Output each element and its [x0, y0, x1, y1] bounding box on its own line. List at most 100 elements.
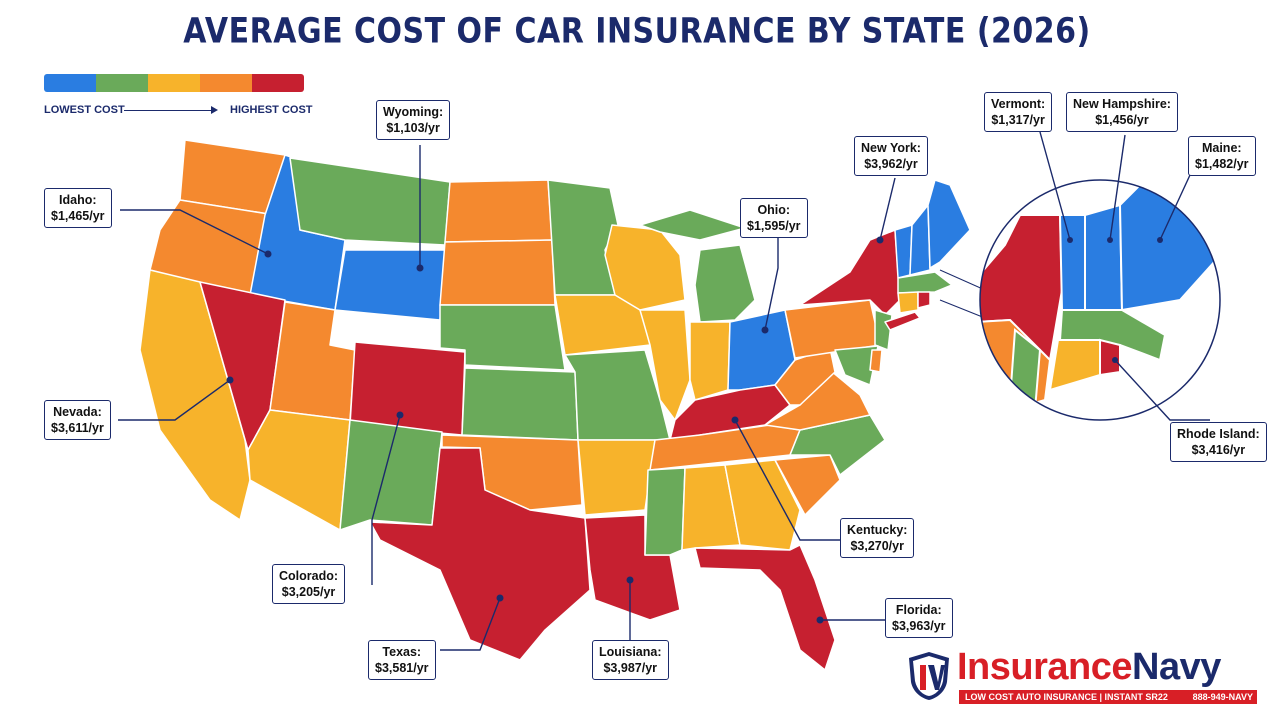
- inset-circle-outline: [979, 179, 1221, 421]
- state-south-dakota[interactable]: [439, 239, 556, 306]
- state-nebraska[interactable]: [439, 304, 566, 371]
- callout-florida: Florida: $3,963/yr: [885, 598, 953, 638]
- callout-vermont: Vermont: $1,317/yr: [984, 92, 1053, 132]
- state-rhode-island[interactable]: [917, 291, 931, 309]
- leader-rhode-island: [1114, 359, 1210, 421]
- leader-maine: [1159, 174, 1191, 241]
- logo-brand-part2: Navy: [1132, 646, 1221, 688]
- state-florida[interactable]: [694, 544, 836, 671]
- callout-colorado-state: Colorado:: [279, 569, 339, 583]
- state-delaware[interactable]: [869, 349, 883, 373]
- state-arkansas[interactable]: [577, 439, 656, 516]
- callout-louisiana-state: Louisiana:: [599, 645, 662, 659]
- legend-low-label: LOWEST COST: [44, 104, 125, 116]
- callout-maine-cost: $1,482/yr: [1195, 157, 1249, 171]
- legend-arrow-icon: [124, 106, 218, 114]
- leader-colorado: [371, 414, 401, 585]
- state-arizona[interactable]: [247, 409, 351, 531]
- state-new-hampshire[interactable]: [909, 204, 931, 276]
- state-colorado[interactable]: [349, 341, 466, 436]
- state-montana[interactable]: [289, 157, 451, 246]
- callout-texas-cost: $3,581/yr: [375, 661, 429, 675]
- callout-ohio: Ohio: $1,595/yr: [740, 198, 808, 238]
- legend-swatch-3: [148, 74, 200, 92]
- callout-new-york: New York: $3,962/yr: [854, 136, 928, 176]
- callout-leaders: [118, 131, 1210, 651]
- page-title: AVERAGE COST OF CAR INSURANCE BY STATE (…: [183, 11, 1091, 52]
- logo-phone: 888-949-NAVY: [1192, 692, 1253, 702]
- logo-brand-part1: Insurance: [957, 646, 1133, 688]
- logo-tagline: LOW COST AUTO INSURANCE | INSTANT SR22: [965, 692, 1168, 702]
- state-alabama[interactable]: [681, 464, 741, 551]
- callout-nevada-state: Nevada:: [53, 405, 102, 419]
- callout-rhode-island-state: Rhode Island:: [1177, 427, 1260, 441]
- state-wyoming[interactable]: [334, 249, 446, 321]
- state-new-mexico[interactable]: [339, 419, 443, 531]
- callout-ohio-cost: $1,595/yr: [747, 219, 801, 233]
- callout-nevada-cost: $3,611/yr: [51, 421, 104, 435]
- legend-high-label: HIGHEST COST: [230, 104, 313, 116]
- shield-icon: [909, 652, 949, 700]
- leader-new-hampshire: [1109, 134, 1126, 241]
- callout-kentucky-state: Kentucky:: [847, 523, 908, 537]
- callout-nevada: Nevada: $3,611/yr: [44, 400, 111, 440]
- state-louisiana[interactable]: [584, 514, 681, 621]
- state-north-dakota[interactable]: [444, 179, 553, 243]
- state-indiana[interactable]: [689, 321, 731, 401]
- callout-colorado: Colorado: $3,205/yr: [272, 564, 346, 604]
- callout-vermont-state: Vermont:: [991, 97, 1046, 111]
- callout-vermont-cost: $1,317/yr: [991, 113, 1045, 127]
- callout-kentucky-cost: $3,270/yr: [850, 539, 904, 553]
- callout-ohio-state: Ohio:: [757, 203, 791, 217]
- callout-maine: Maine: $1,482/yr: [1188, 136, 1256, 176]
- inset-state-new-hampshire: [1084, 203, 1124, 311]
- state-mississippi[interactable]: [644, 467, 686, 556]
- callout-maine-state: Maine:: [1201, 141, 1242, 155]
- callout-louisiana-cost: $3,987/yr: [603, 661, 658, 675]
- leader-ohio: [764, 238, 779, 331]
- callout-florida-cost: $3,963/yr: [892, 619, 946, 633]
- state-maryland[interactable]: [834, 345, 879, 386]
- state-west-virginia[interactable]: [774, 347, 836, 406]
- callout-colorado-cost: $3,205/yr: [281, 585, 336, 599]
- northeast-inset-map: [980, 180, 1220, 420]
- logo-wordmark: InsuranceNavy: [957, 646, 1221, 689]
- leader-vermont: [1039, 131, 1071, 241]
- cost-legend-bar: [44, 74, 304, 92]
- leader-kentucky: [734, 419, 840, 541]
- state-kansas[interactable]: [461, 367, 579, 441]
- callout-louisiana: Louisiana: $3,987/yr: [592, 640, 669, 680]
- state-michigan[interactable]: [694, 244, 756, 323]
- callout-wyoming-cost: $1,103/yr: [386, 121, 440, 135]
- leader-nevada: [118, 379, 231, 421]
- state-michigan-up[interactable]: [639, 209, 746, 241]
- callout-idaho: Idaho: $1,465/yr: [44, 188, 112, 228]
- callout-new-york-state: New York:: [861, 141, 921, 155]
- callout-florida-state: Florida:: [895, 603, 942, 617]
- leader-texas: [440, 597, 501, 651]
- callout-new-hampshire: New Hampshire: $1,456/yr: [1066, 92, 1178, 132]
- state-connecticut[interactable]: [897, 291, 919, 314]
- state-maine[interactable]: [927, 179, 971, 269]
- inset-state-rhode-island: [1099, 338, 1121, 377]
- state-new-york-long-island[interactable]: [884, 311, 921, 331]
- callout-dots: [226, 236, 1163, 624]
- state-new-jersey[interactable]: [874, 309, 893, 351]
- state-minnesota[interactable]: [547, 179, 619, 296]
- callout-idaho-cost: $1,465/yr: [51, 209, 105, 223]
- state-massachusetts[interactable]: [897, 271, 953, 294]
- callout-wyoming: Wyoming: $1,103/yr: [376, 100, 451, 140]
- callout-texas: Texas: $3,581/yr: [368, 640, 436, 680]
- callout-rhode-island-cost: $3,416/yr: [1191, 443, 1246, 457]
- callout-rhode-island: Rhode Island: $3,416/yr: [1170, 422, 1267, 462]
- legend-swatch-2: [96, 74, 148, 92]
- legend-swatch-4: [200, 74, 252, 92]
- callout-wyoming-state: Wyoming:: [383, 105, 444, 119]
- callout-new-hampshire-state: New Hampshire:: [1073, 97, 1171, 111]
- state-south-carolina[interactable]: [774, 454, 841, 516]
- insurance-navy-logo: InsuranceNavy LOW COST AUTO INSURANCE | …: [905, 646, 1265, 705]
- legend-swatch-1: [44, 74, 96, 92]
- state-wisconsin[interactable]: [604, 224, 686, 311]
- state-utah[interactable]: [269, 301, 356, 421]
